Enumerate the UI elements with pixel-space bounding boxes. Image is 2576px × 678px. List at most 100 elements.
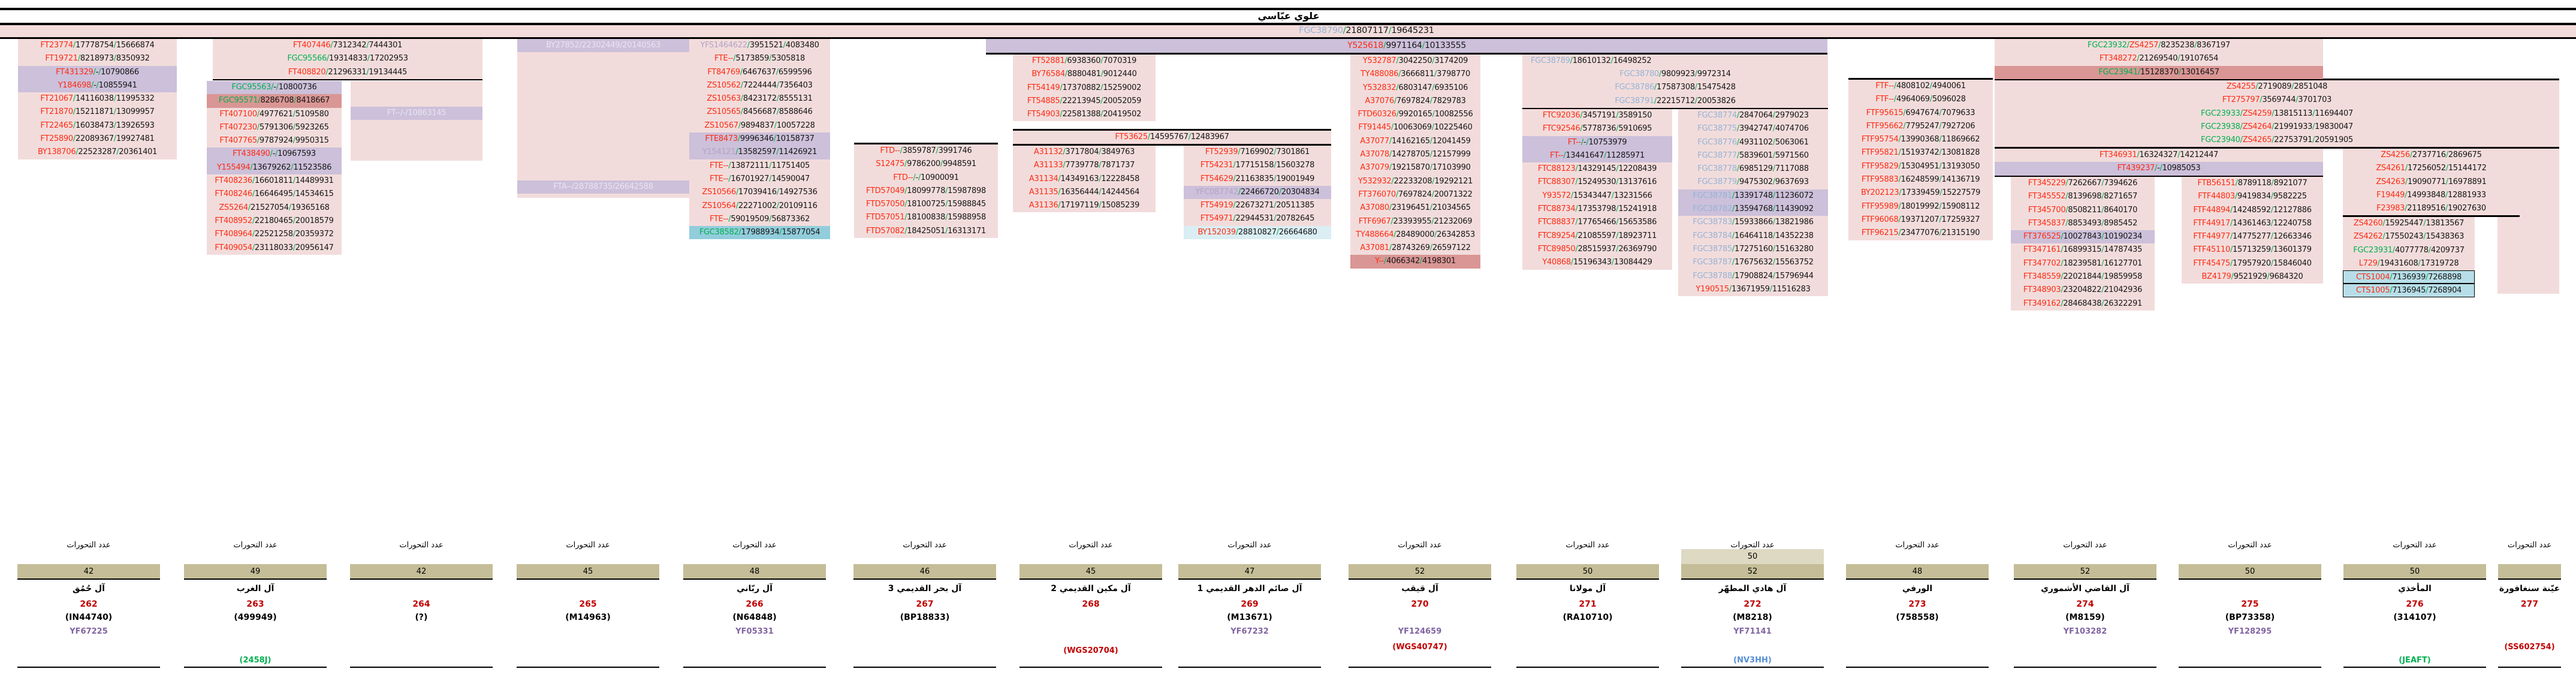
snp-cell[interactable]: FGC95566/19314833/17202953 [213, 52, 482, 66]
snp-cell[interactable]: FT54919/22673271/20511385 [1184, 199, 1331, 213]
snp-cell[interactable]: FT22465/16038473/13926593 [18, 119, 177, 133]
mutation-count-box[interactable]: 42 [17, 564, 160, 580]
snp-cell[interactable]: FT54971/22944531/20782645 [1184, 212, 1331, 226]
snp-cell[interactable]: FTD57051/18100838/15988958 [854, 211, 998, 225]
mutation-count-box[interactable]: 46 [853, 564, 996, 580]
kit-code[interactable]: (499949) [234, 613, 277, 622]
snp-cell[interactable]: FT84769/6467637/6599596 [689, 65, 830, 79]
snp-cell[interactable]: FT408820/21296331/19134445 [213, 65, 482, 79]
snp-cell[interactable]: ZS4263/19090771/16978891 [2343, 175, 2520, 189]
snp-cell[interactable]: FTE--/13872111/11751405 [689, 159, 830, 173]
snp-cell[interactable]: FT54149/17370882/15259002 [1013, 81, 1156, 95]
snp-cell[interactable]: FGC23940/ZS4265/22753791/20591905 [1995, 134, 2559, 147]
kit-code[interactable]: (IN44740) [65, 613, 113, 622]
snp-cell[interactable]: FT21067/14116038/11995332 [18, 92, 177, 106]
snp-cell[interactable]: FTF--/4808102/4940061 [1848, 80, 1993, 94]
snp-cell[interactable]: FTC89254/21085597/18923711 [1522, 229, 1672, 243]
snp-cell[interactable]: FT91445/10063069/10225460 [1350, 121, 1480, 135]
snp-cell[interactable]: F19449/14993848/12881933 [2343, 188, 2520, 203]
snp-cell[interactable]: FT407446/7312342/7444301 [213, 39, 482, 53]
snp-cell[interactable]: ZS10565/8456687/8588646 [689, 106, 830, 119]
snp-cell[interactable]: Y154121/13582597/11426921 [689, 146, 830, 159]
snp-cell[interactable]: FT408952/22180465/20018579 [207, 214, 342, 228]
snp-cell[interactable]: FTA--/28788735/26642588 [517, 180, 689, 194]
snp-cell[interactable]: FT407765/9787924/9950315 [207, 134, 342, 148]
snp-cell[interactable]: FTE--/5173859/5305818 [689, 52, 830, 66]
kit-code[interactable]: (314107) [2393, 613, 2436, 622]
snp-cell[interactable]: FT348903/23204822/21042936 [2011, 284, 2155, 297]
snp-cell[interactable]: FTF6967/23393955/21232069 [1350, 215, 1480, 228]
mutation-count-box[interactable]: 50 [1516, 564, 1659, 580]
snp-cell[interactable]: FTC88837/17765466/15653586 [1522, 216, 1672, 230]
kit-code[interactable]: (BP18833) [900, 613, 950, 622]
snp-cell[interactable]: FTC92546/5778736/5910695 [1522, 122, 1672, 136]
snp-cell[interactable]: FTF95754/13990368/11869662 [1848, 133, 1993, 147]
snp-cell[interactable]: FTC89850/28515937/26369790 [1522, 242, 1672, 257]
mutation-count-box[interactable]: 52 [1681, 564, 1824, 580]
mutation-count-box[interactable]: 47 [1178, 564, 1321, 580]
snp-cell[interactable]: ZS10564/22271002/20109116 [689, 199, 830, 213]
mutation-count-box[interactable] [2498, 564, 2561, 580]
snp-cell[interactable]: ZS5264/21527054/19365168 [207, 201, 342, 215]
snp-cell[interactable]: FGC23931/4077778/4209737 [2343, 243, 2475, 257]
snp-cell[interactable]: FTE8473/9996346/10158737 [689, 132, 830, 146]
root-snp-cell[interactable]: FGC38790/21807117/19645231 [1299, 26, 1434, 35]
snp-cell[interactable]: FGC38783/15933866/13821986 [1678, 216, 1828, 230]
snp-cell[interactable]: CTS1004/7136939/7268898 [2343, 270, 2475, 284]
snp-cell[interactable]: L729/19431608/17319728 [2343, 257, 2475, 271]
snp-cell[interactable]: ZS10563/8423172/8555131 [689, 92, 830, 106]
snp-cell[interactable]: FTD57050/18100725/15988845 [854, 198, 998, 212]
snp-cell[interactable]: FT439237/-/10985053 [1995, 162, 2323, 176]
snp-cell[interactable]: FGC38782/13594768/11439092 [1678, 203, 1828, 216]
snp-cell[interactable]: FTD57049/18099778/15987898 [854, 184, 998, 198]
extra-kit-code[interactable]: (2458J) [239, 655, 272, 665]
snp-cell[interactable]: FT--/-/10863145 [351, 107, 482, 120]
snp-cell[interactable]: FGC38582/17988934/15877054 [689, 226, 830, 240]
snp-cell[interactable]: A31133/7739778/7871737 [1013, 159, 1156, 173]
snp-cell[interactable]: FGC23938/ZS4264/21991933/19830047 [1995, 120, 2559, 134]
mutation-count-box[interactable]: 45 [517, 564, 659, 580]
extra-kit-code[interactable]: (SS602754) [2504, 642, 2555, 652]
snp-cell[interactable]: Y190515/13671959/11516283 [1678, 282, 1828, 297]
extra-kit-code[interactable]: (WGS40747) [1392, 642, 1447, 652]
snp-cell[interactable]: FT--/-/10753979 [1522, 135, 1672, 149]
extra-kit-code[interactable]: (JEAFT) [2399, 655, 2431, 665]
mutation-count-secondary[interactable]: 50 [1681, 549, 1824, 564]
snp-cell[interactable]: FT19721/8218973/8350932 [18, 52, 177, 66]
mutation-count-box[interactable]: 52 [1349, 564, 1491, 580]
snp-cell[interactable]: FTB56151/8789118/8921077 [2182, 177, 2323, 191]
snp-cell[interactable]: FTE--/59019509/56873362 [689, 212, 830, 227]
kit-code[interactable]: (M14963) [565, 613, 611, 622]
kit-code[interactable]: (RA10710) [1563, 613, 1613, 622]
snp-cell[interactable]: Y184698/-/10855941 [18, 79, 177, 93]
snp-cell[interactable]: FT345552/8139698/8271657 [2011, 190, 2155, 204]
yfull-kit-id[interactable]: YF71141 [1733, 626, 1772, 636]
snp-cell[interactable]: FGC95563/-/10800736 [207, 81, 342, 95]
snp-cell[interactable]: FTF--/4964069/5096028 [1848, 93, 1993, 107]
snp-cell[interactable]: FTD--/3859787/3991746 [854, 144, 998, 158]
snp-cell[interactable]: FT--/13441647/11285971 [1522, 149, 1672, 163]
snp-cell[interactable]: FTF44894/14248592/12127886 [2182, 203, 2323, 217]
snp-cell[interactable]: A37076/7697824/7829783 [1350, 94, 1480, 109]
mutation-count-box[interactable]: 42 [350, 564, 493, 580]
snp-cell[interactable]: FT408246/16646495/14534615 [207, 188, 342, 201]
snp-cell[interactable]: FT25890/22089367/19927481 [18, 132, 177, 146]
snp-cell[interactable]: A37079/19215870/17103990 [1350, 161, 1480, 175]
snp-cell[interactable]: ZS4260/15925447/13813567 [2343, 217, 2475, 231]
kit-code[interactable]: (N64848) [732, 613, 777, 622]
kit-code[interactable]: (758558) [1896, 613, 1939, 622]
snp-cell[interactable]: FT409054/23118033/20956147 [207, 241, 342, 255]
yfull-kit-id[interactable]: YF05331 [735, 626, 774, 636]
snp-cell[interactable]: FGC38791/22215712/20053826 [1522, 94, 1828, 108]
snp-cell[interactable]: FGC38779/9475302/9637693 [1678, 176, 1828, 189]
snp-cell[interactable]: FTC92036/3457191/3589150 [1522, 109, 1672, 123]
snp-cell[interactable]: FT348272/21269540/19107654 [1995, 52, 2323, 66]
snp-cell[interactable]: FT347702/18239581/16127701 [2011, 257, 2155, 271]
snp-cell[interactable]: A31132/3717804/3849763 [1013, 146, 1156, 159]
snp-cell[interactable]: S12475/9786200/9948591 [854, 158, 998, 171]
yfull-kit-id[interactable]: YF103282 [2063, 626, 2107, 636]
extra-kit-code[interactable]: (NV3HH) [1733, 655, 1772, 665]
y525618-snp-cell[interactable]: Y525618/9971164/10133555 [1347, 41, 1466, 50]
kit-code[interactable]: (BP73358) [2225, 613, 2275, 622]
kit-code[interactable]: (M8218) [1733, 613, 1772, 622]
